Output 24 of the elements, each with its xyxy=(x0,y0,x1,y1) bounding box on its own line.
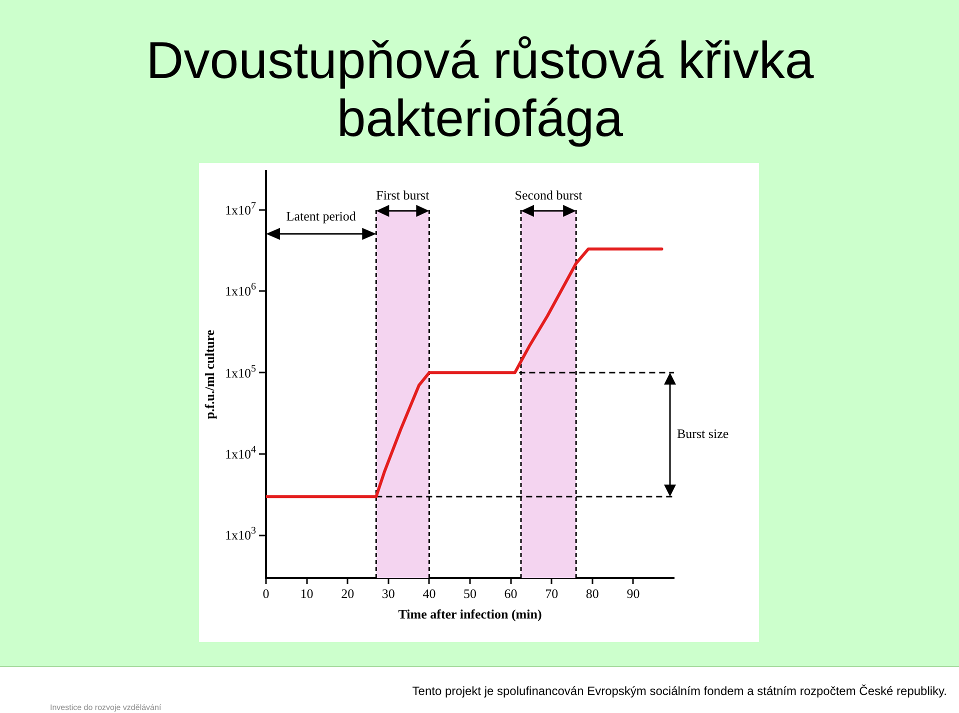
text: Investice do rozvoje vzdělávání xyxy=(50,703,162,713)
x-tick-label: 60 xyxy=(504,586,518,602)
x-tick-label: 80 xyxy=(586,586,599,602)
y-tick-label: 1x10$^{4}$ xyxy=(225,444,256,462)
y-axis-title: p.f.u./ml culture xyxy=(202,330,218,420)
x-tick-label: 90 xyxy=(626,586,640,602)
y-tick-label: 1x10$^{7}$ xyxy=(225,200,256,218)
annotation: Latent period xyxy=(286,208,356,224)
text: Tento projekt je spolufinancován Evropským sociálním fondem a státním rozpočtem České republiky. xyxy=(412,684,947,698)
text: Burst size xyxy=(677,426,729,442)
chart-title: Dvoustupňová růstová křivka bakteriofága xyxy=(145,32,815,148)
x-tick-label: 20 xyxy=(341,586,354,602)
x-tick-label: 10 xyxy=(300,586,314,602)
x-axis-title: Time after infection (min) xyxy=(398,606,542,622)
band-label: Second burst xyxy=(514,187,583,202)
y-tick-label: 1x10$^{5}$ xyxy=(225,363,256,380)
band-label: First burst xyxy=(376,187,430,202)
y-tick-label: 1x10$^{3}$ xyxy=(225,526,256,543)
x-tick-label: 50 xyxy=(464,586,476,602)
y-tick-label: 1x10$^{6}$ xyxy=(225,282,256,299)
x-tick-label: 0 xyxy=(262,586,270,602)
x-tick-label: 40 xyxy=(422,586,436,602)
x-tick-label: 30 xyxy=(382,586,395,602)
x-tick-label: 70 xyxy=(545,586,558,602)
